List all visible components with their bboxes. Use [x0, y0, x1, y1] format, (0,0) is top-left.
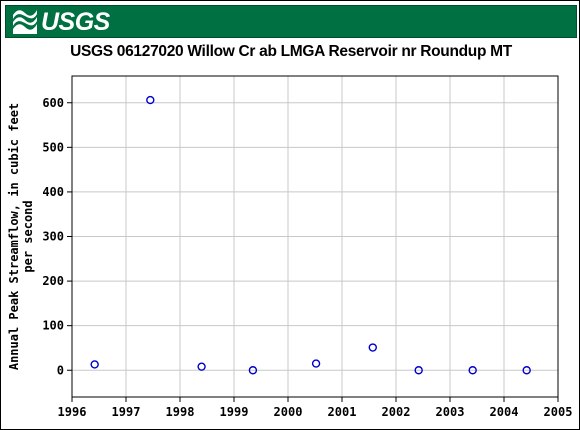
data-point: [311, 359, 321, 368]
data-point: [368, 343, 377, 352]
usgs-header-banner: USGS: [5, 5, 577, 38]
x-tick-label: 1997: [112, 405, 141, 419]
data-points: [90, 95, 531, 375]
x-tick-label: 1999: [220, 405, 249, 419]
chart-title: USGS 06127020 Willow Cr ab LMGA Reservoi…: [70, 43, 512, 60]
x-tick-label: 2000: [274, 405, 303, 419]
data-point: [197, 362, 206, 371]
x-tick-label: 1996: [58, 405, 87, 419]
x-tick-label: 2001: [328, 405, 357, 419]
y-axis-ticks: 0 100 200 300 400 500 600: [42, 96, 72, 377]
y-tick-label: 500: [42, 140, 64, 154]
x-tick-label: 2005: [544, 405, 573, 419]
y-axis-title-line-2: per second: [21, 200, 35, 272]
y-tick-label: 300: [42, 230, 64, 244]
usgs-logo-text: USGS: [41, 8, 110, 36]
data-point: [248, 366, 258, 375]
y-tick-label: 400: [42, 185, 64, 199]
x-axis-ticks: 1996 1997 1998 1999 2000 2001 2002 2003 2004 2005: [58, 397, 573, 419]
data-point: [522, 366, 531, 375]
x-tick-label: 2004: [490, 405, 519, 419]
data-point: [146, 95, 155, 105]
usgs-wave-logo-icon: [13, 10, 37, 34]
y-tick-label: 200: [42, 274, 64, 288]
data-point: [468, 366, 477, 375]
data-point: [90, 360, 99, 369]
y-axis-title-line-1: Annual Peak Streamflow, in cubic feet: [7, 103, 21, 370]
y-tick-label: 0: [57, 363, 64, 377]
x-tick-label: 1998: [166, 405, 195, 419]
y-tick-label: 100: [42, 319, 64, 333]
y-tick-label: 600: [42, 96, 64, 110]
data-point: [414, 366, 423, 375]
grid-lines: [71, 76, 559, 397]
x-tick-label: 2002: [382, 405, 411, 419]
x-tick-label: 2003: [436, 405, 465, 419]
